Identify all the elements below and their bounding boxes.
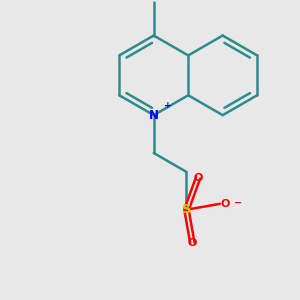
Text: −: − bbox=[234, 198, 242, 208]
Text: +: + bbox=[164, 101, 171, 110]
Text: S: S bbox=[182, 203, 191, 216]
Text: O: O bbox=[220, 199, 230, 209]
Text: N: N bbox=[149, 109, 159, 122]
Text: O: O bbox=[194, 173, 203, 183]
Text: O: O bbox=[188, 238, 197, 248]
